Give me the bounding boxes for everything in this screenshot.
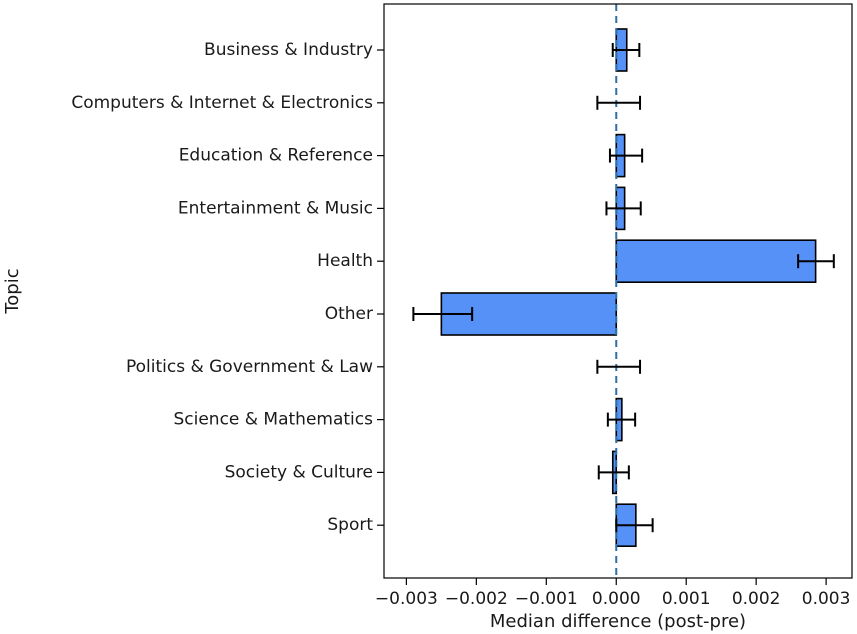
y-tick-label: Sport: [327, 515, 373, 535]
y-tick-label: Business & Industry: [204, 40, 373, 60]
y-tick-label: Society & Culture: [225, 462, 373, 482]
y-tick-label: Entertainment & Music: [178, 198, 373, 218]
x-tick-label: 0.000: [592, 589, 641, 609]
x-axis-title: Median difference (post-pre): [490, 611, 746, 632]
y-tick-label: Education & Reference: [179, 146, 373, 166]
x-tick-label: 0.002: [732, 589, 781, 609]
x-tick-label: −0.002: [445, 589, 508, 609]
error-bar: [797, 254, 835, 269]
x-tick-label: −0.003: [375, 589, 438, 609]
error-bar: [412, 307, 474, 321]
plot-frame: [383, 3, 853, 579]
error-bar: [615, 518, 654, 533]
error-bar: [605, 201, 642, 216]
error-bar: [606, 412, 637, 427]
errorbars-layer: [412, 43, 835, 533]
y-tick-label: Other: [325, 304, 373, 324]
error-bar: [596, 359, 642, 374]
x-tick-label: 0.003: [802, 589, 851, 609]
y-tick-label: Science & Mathematics: [173, 410, 373, 430]
x-tick-label: 0.001: [662, 589, 711, 609]
y-axis-ticks: Business & Industry Computers & Internet …: [71, 40, 384, 535]
y-tick-label: Health: [317, 251, 373, 271]
x-tick-label: −0.001: [515, 589, 578, 609]
y-axis-title: Topic: [2, 268, 23, 314]
bar: [615, 239, 817, 283]
y-tick-label: Politics & Government & Law: [126, 357, 373, 377]
x-axis-ticks: −0.003 −0.002 −0.001 0.000 0.001 0.002 0.003: [375, 578, 851, 609]
error-bar: [596, 95, 642, 110]
y-tick-label: Computers & Internet & Electronics: [71, 93, 373, 113]
error-bar: [597, 465, 630, 480]
error-bar: [608, 148, 644, 163]
error-bar: [611, 43, 641, 57]
